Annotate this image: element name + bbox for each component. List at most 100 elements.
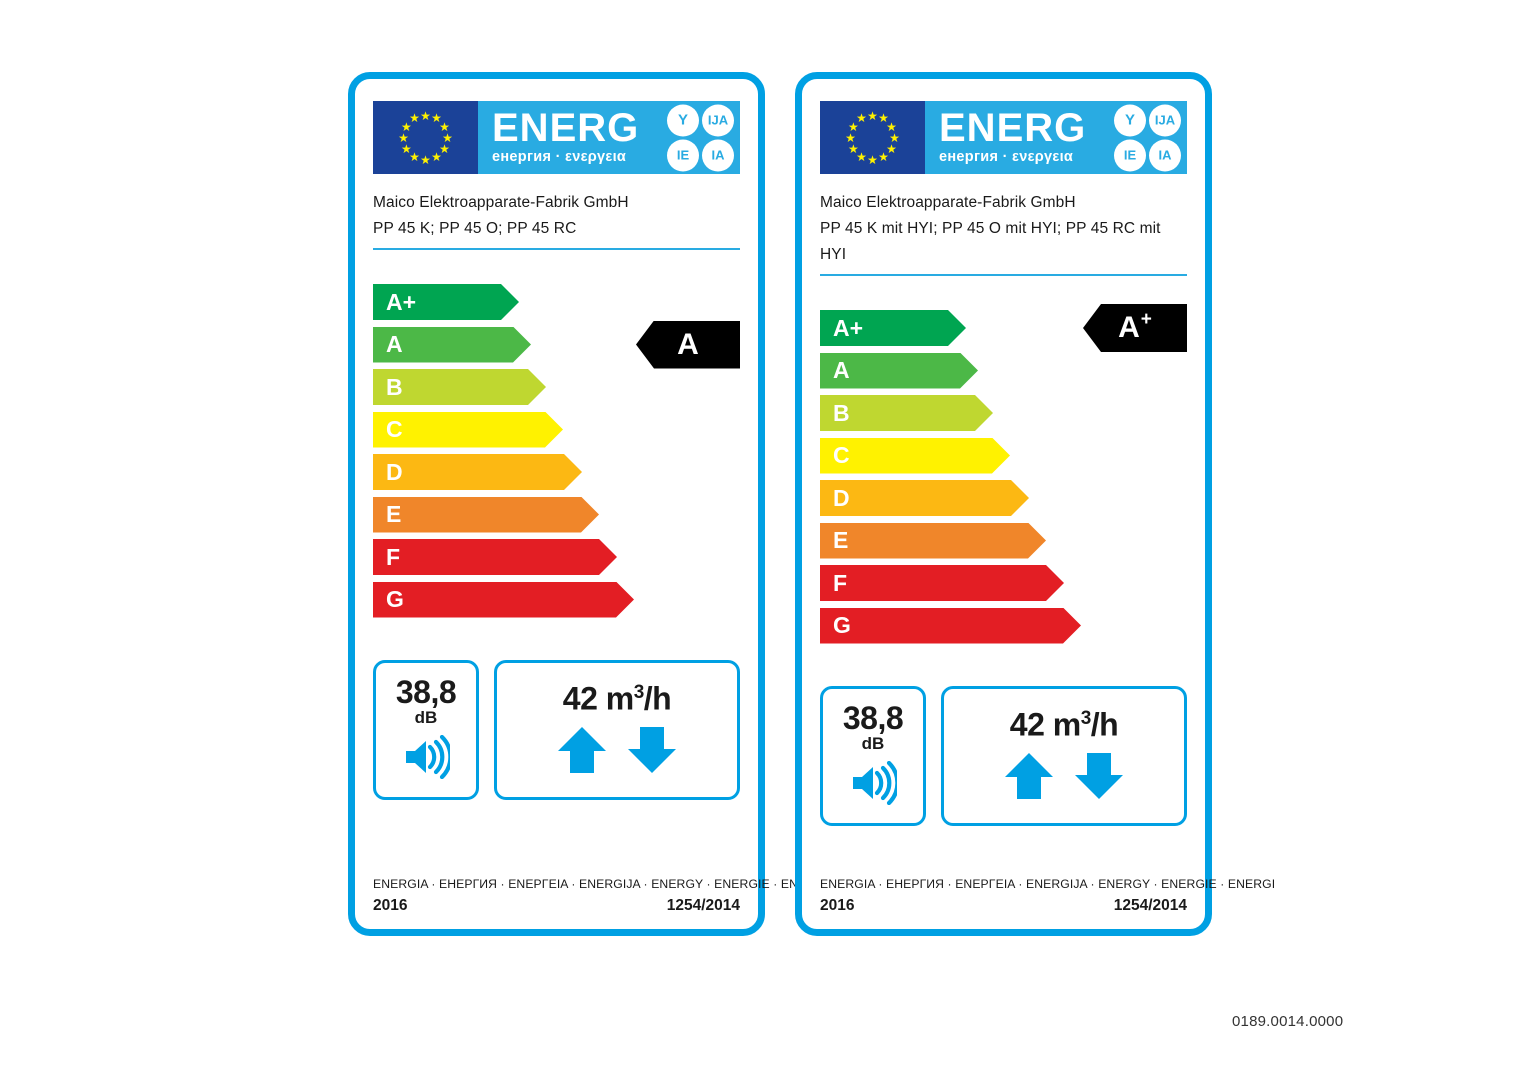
language-circle-grid: Y IJA IE IA [667, 104, 734, 171]
sound-power-box: 38,8 dB [373, 660, 479, 800]
eu-flag-icon: ★ ★ ★ ★ ★ ★ ★ ★ ★ ★ ★ ★ [373, 101, 478, 174]
supplier-model-block: Maico Elektroapparate-Fabrik GmbH PP 45 … [820, 190, 1187, 276]
energ-banner-block: ENERG енергия · ενεργεια Y IJA IE IA [478, 101, 740, 174]
grade-row: A [820, 353, 1187, 389]
grade-row: D [820, 480, 1187, 516]
rating-pointer-badge: A [636, 320, 740, 369]
airflow-suffix: /h [643, 680, 672, 717]
grade-row: D [373, 454, 740, 490]
circle-ia: IA [702, 139, 734, 171]
arrow-up-icon [1005, 752, 1053, 799]
energy-label-banner: ★ ★ ★ ★ ★ ★ ★ ★ ★ ★ ★ ★ ENERG енергия · ενεργεια Y … [820, 101, 1187, 174]
eu-star-icon: ★ [431, 149, 442, 164]
label-footer: ENERGIA · ЕНЕРГИЯ · ΕΝΕΡΓΕΙΑ · ENERGIJA … [373, 877, 828, 915]
footer-languages: ENERGIA · ЕНЕРГИЯ · ΕΝΕΡΓΕΙΑ · ENERGIJA … [820, 877, 1276, 891]
rating-letter: A [677, 327, 699, 361]
grade-row: F [820, 565, 1187, 601]
circle-ie: IE [1114, 139, 1146, 171]
grade-arrow-a-plus: A+ [820, 310, 966, 346]
eu-star-icon: ★ [878, 149, 889, 164]
eu-star-icon: ★ [420, 108, 431, 123]
circle-y: Y [1114, 104, 1146, 136]
grade-arrow-a-plus: A+ [373, 284, 519, 320]
eu-star-icon: ★ [398, 130, 409, 145]
eu-star-icon: ★ [845, 130, 856, 145]
eu-flag-icon: ★ ★ ★ ★ ★ ★ ★ ★ ★ ★ ★ ★ [820, 101, 925, 174]
airflow-number: 42 m [1009, 706, 1081, 743]
grade-arrow-e: E [373, 497, 599, 533]
speaker-icon [406, 735, 450, 779]
measurement-boxes: 38,8 dB 42 m3/h [373, 660, 740, 800]
grade-arrow-g: G [820, 608, 1081, 644]
grade-row: E [820, 523, 1187, 559]
supplier-name: Maico Elektroapparate-Fabrik GmbH [373, 194, 629, 211]
airflow-icon-row [556, 725, 678, 775]
header-divider [820, 274, 1187, 276]
sound-power-value: 38,8 [395, 674, 457, 710]
grade-arrow-a: A [820, 353, 978, 389]
grade-arrow-e: E [820, 523, 1046, 559]
grade-arrow-d: D [820, 480, 1029, 516]
footer-regulation: 1254/2014 [1113, 897, 1187, 914]
airflow-number: 42 m [562, 680, 634, 717]
grade-arrow-b: B [820, 395, 993, 431]
energy-class-scale: A+ A + A B C D E F G [820, 304, 1187, 640]
energ-wordmark: ENERG [492, 106, 640, 150]
eu-star-icon: ★ [420, 152, 431, 167]
airflow-box: 42 m3/h [494, 660, 740, 800]
supplier-model-block: Maico Elektroapparate-Fabrik GmbH PP 45 … [373, 190, 740, 250]
grade-row: G [820, 608, 1187, 644]
sound-power-unit: dB [414, 708, 438, 727]
header-divider [373, 248, 740, 250]
airflow-value: 42 m3/h [562, 675, 672, 717]
airflow-exponent: 3 [1080, 708, 1092, 729]
speaker-icon [853, 761, 897, 805]
airflow-icon-row [1003, 751, 1125, 801]
eu-star-icon: ★ [867, 152, 878, 167]
airflow-value: 42 m3/h [1009, 701, 1119, 743]
arrow-up-icon [558, 726, 606, 773]
grade-row: C [373, 412, 740, 448]
speaker-icon-row [849, 761, 897, 805]
energ-subtitle: енергия · ενεργεια [492, 149, 627, 165]
arrow-down-icon [628, 726, 676, 773]
sound-power-unit: dB [861, 734, 885, 753]
model-identifier: PP 45 K mit HYI; PP 45 O mit HYI; PP 45 … [820, 220, 1161, 263]
eu-star-icon: ★ [431, 111, 442, 126]
energy-label-panel-right: ★ ★ ★ ★ ★ ★ ★ ★ ★ ★ ★ ★ ENERG енергия · ενεργεια Y … [795, 72, 1276, 936]
grade-arrow-c: C [373, 412, 563, 448]
eu-star-icon: ★ [856, 149, 867, 164]
rating-letter: A [1118, 311, 1140, 344]
airflow-exponent: 3 [633, 682, 645, 703]
eu-star-icon: ★ [401, 119, 412, 134]
eu-star-icon: ★ [401, 141, 412, 156]
eu-star-icon: ★ [409, 149, 420, 164]
rating-plus: + [1140, 309, 1152, 330]
footer-year: 2016 [820, 897, 855, 914]
eu-star-icon: ★ [878, 111, 889, 126]
eu-star-icon: ★ [409, 111, 420, 126]
rating-pointer-badge: A + [1083, 304, 1187, 352]
grade-arrow-f: F [820, 565, 1064, 601]
speaker-icon-row [402, 735, 450, 779]
eu-star-icon: ★ [889, 130, 900, 145]
grade-row: B [373, 369, 740, 405]
footer-regulation: 1254/2014 [666, 897, 740, 914]
language-circle-grid: Y IJA IE IA [1114, 104, 1181, 171]
sound-power-box: 38,8 dB [820, 686, 926, 826]
grade-arrow-d: D [373, 454, 582, 490]
grade-row: F [373, 539, 740, 575]
energy-label-panel-left: ★ ★ ★ ★ ★ ★ ★ ★ ★ ★ ★ ★ ENERG енергия · ενεργεια Y … [348, 72, 828, 936]
eu-star-icon: ★ [442, 130, 453, 145]
model-identifier: PP 45 K; PP 45 O; PP 45 RC [373, 220, 577, 237]
eu-star-icon: ★ [867, 108, 878, 123]
airflow-box: 42 m3/h [941, 686, 1187, 826]
document-code: 0189.0014.0000 [1232, 1013, 1344, 1030]
eu-star-icon: ★ [886, 119, 897, 134]
eu-star-icon: ★ [848, 119, 859, 134]
energ-subtitle: енергия · ενεργεια [939, 149, 1074, 165]
eu-star-icon: ★ [439, 141, 450, 156]
eu-star-icon: ★ [886, 141, 897, 156]
label-footer: ENERGIA · ЕНЕРГИЯ · ΕΝΕΡΓΕΙΑ · ENERGIJA … [820, 877, 1276, 915]
